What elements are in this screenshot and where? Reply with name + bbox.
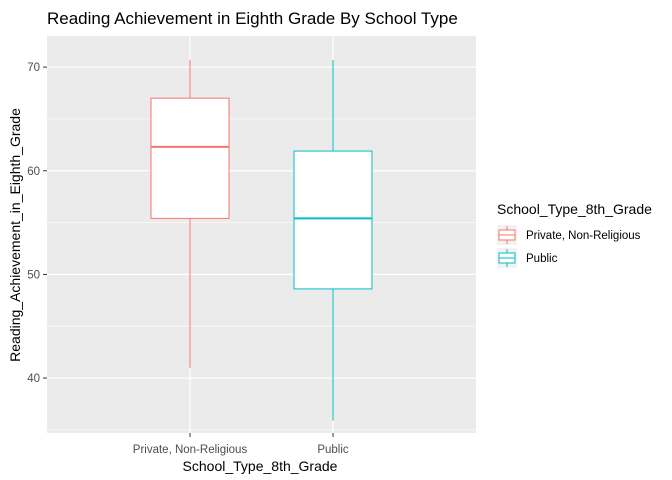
legend-key	[497, 225, 517, 245]
box-private	[150, 59, 230, 368]
plot-panel	[47, 36, 476, 433]
legend-label: Private, Non-Religious	[526, 230, 641, 242]
box-public	[293, 59, 373, 421]
legend: School_Type_8th_Grade Private, Non-Relig…	[497, 201, 652, 268]
x-tick-label: Private, Non-Religious	[133, 444, 248, 456]
legend-key	[497, 248, 517, 268]
y-axis-ticks: 40 50 60 70	[27, 62, 47, 385]
y-axis-title: Reading_Achievement_in_Eighth_Grade	[7, 108, 23, 362]
chart-title: Reading Achievement in Eighth Grade By S…	[47, 9, 458, 28]
boxes	[150, 59, 373, 421]
iqr-box	[150, 97, 230, 219]
legend-title: School_Type_8th_Grade	[497, 201, 652, 217]
y-tick-label: 70	[27, 62, 40, 74]
x-axis-ticks: Private, Non-Religious Public	[133, 433, 349, 456]
x-axis-title: School_Type_8th_Grade	[183, 458, 338, 474]
x-tick-label: Public	[317, 444, 349, 456]
y-tick-label: 40	[27, 373, 40, 385]
y-tick-label: 50	[27, 269, 40, 281]
iqr-box	[293, 150, 373, 290]
y-tick-label: 60	[27, 166, 40, 178]
minor-gridlines	[47, 118, 476, 431]
legend-label: Public	[526, 253, 558, 265]
